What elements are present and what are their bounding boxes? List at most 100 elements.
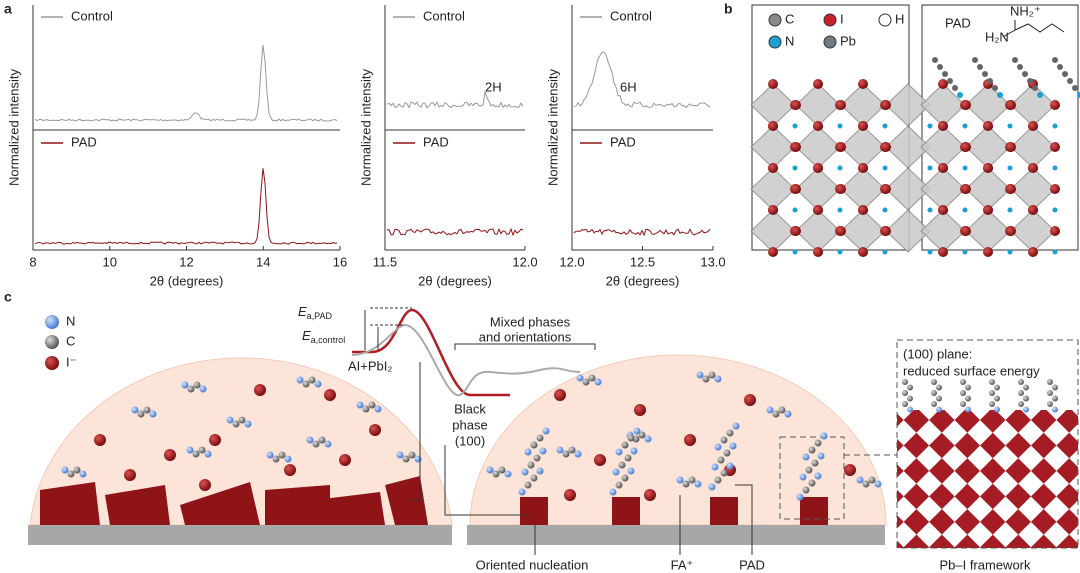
iodine bbox=[791, 142, 801, 152]
iodide bbox=[254, 384, 266, 396]
iodine bbox=[1006, 100, 1016, 110]
fa-atom bbox=[682, 480, 690, 488]
fa-atom bbox=[723, 449, 731, 457]
chain-atom bbox=[1077, 92, 1080, 98]
fa-atom bbox=[536, 467, 544, 475]
chain-atom bbox=[1032, 85, 1038, 91]
pad-atom bbox=[960, 379, 966, 385]
fa-atom bbox=[356, 401, 364, 409]
fa-atom bbox=[814, 472, 822, 480]
chain-atom bbox=[1052, 57, 1058, 63]
chain-atom bbox=[982, 71, 988, 77]
fa-atom bbox=[778, 406, 786, 414]
pad-atom bbox=[960, 390, 966, 396]
fa-atom bbox=[808, 479, 816, 487]
fa-atom bbox=[266, 451, 274, 459]
legend-label: I bbox=[840, 11, 844, 26]
legend-atom bbox=[45, 356, 59, 370]
cation bbox=[1052, 165, 1058, 171]
legend-atom bbox=[45, 315, 59, 329]
fa-atom bbox=[814, 439, 822, 447]
fa-atom bbox=[192, 450, 200, 458]
fa-atom bbox=[362, 405, 370, 413]
iodine bbox=[881, 184, 891, 194]
annotation: and orientations bbox=[479, 329, 572, 344]
iodine bbox=[961, 100, 971, 110]
chain-atom bbox=[1062, 71, 1068, 77]
cation bbox=[1007, 207, 1013, 213]
fa-atom bbox=[302, 380, 310, 388]
iodine bbox=[938, 79, 948, 89]
trace bbox=[34, 168, 338, 245]
x-axis-label: 2θ (degrees) bbox=[150, 273, 224, 288]
fa-atom bbox=[717, 456, 725, 464]
fa-atom bbox=[708, 371, 716, 379]
fa-atom bbox=[772, 410, 780, 418]
chain-atom bbox=[987, 78, 993, 84]
iodine bbox=[768, 121, 778, 131]
chain-atom bbox=[947, 78, 953, 84]
cation bbox=[792, 249, 798, 255]
fa-atom bbox=[615, 448, 623, 456]
iodine bbox=[1028, 247, 1038, 257]
fa-atom bbox=[296, 376, 304, 384]
iodine bbox=[938, 205, 948, 215]
fa-atom bbox=[576, 374, 584, 382]
pad-atom bbox=[1047, 401, 1053, 407]
fa-atom bbox=[811, 459, 819, 467]
iodine bbox=[1028, 163, 1038, 173]
fa-atom bbox=[630, 447, 638, 455]
fa-atom bbox=[702, 375, 710, 383]
annotation: Black bbox=[454, 401, 486, 416]
cation bbox=[1052, 123, 1058, 129]
chem-label: H₂N bbox=[985, 29, 1009, 44]
iodide bbox=[644, 489, 656, 501]
pad-atom bbox=[1052, 384, 1058, 391]
pad-atom bbox=[965, 406, 971, 413]
iodine bbox=[961, 142, 971, 152]
chain-atom bbox=[1022, 71, 1028, 77]
cation bbox=[882, 165, 888, 171]
fa-atom bbox=[284, 455, 292, 463]
iodide bbox=[744, 394, 756, 406]
pad-atom bbox=[936, 384, 942, 391]
legend-label: PAD bbox=[71, 134, 97, 149]
trace bbox=[573, 228, 711, 237]
legend-label: N bbox=[785, 33, 794, 48]
pad-atom bbox=[1047, 379, 1053, 385]
fa-atom bbox=[198, 446, 206, 454]
molecule bbox=[1002, 20, 1065, 38]
fa-atom bbox=[149, 410, 157, 418]
legend-label: Control bbox=[71, 8, 113, 23]
fa-atom bbox=[187, 385, 195, 393]
fa-atom bbox=[612, 468, 620, 476]
chain-atom bbox=[1012, 57, 1018, 63]
pad-atom bbox=[1018, 379, 1024, 385]
chain-atom bbox=[942, 71, 948, 77]
fa-atom bbox=[492, 470, 500, 478]
cation bbox=[882, 123, 888, 129]
leader bbox=[444, 445, 530, 516]
fa-atom bbox=[504, 470, 512, 478]
fa-atom bbox=[799, 473, 807, 481]
iodine bbox=[813, 121, 823, 131]
leader bbox=[735, 484, 753, 555]
iodine bbox=[983, 121, 993, 131]
pad-atom bbox=[936, 406, 942, 413]
fa-atom bbox=[524, 481, 532, 489]
pad-atom bbox=[994, 384, 1000, 391]
annotation: Pb–I framework bbox=[939, 557, 1031, 572]
chain-atom bbox=[1027, 78, 1033, 84]
iodide bbox=[684, 434, 696, 446]
fa-atom bbox=[238, 416, 246, 424]
fa-atom bbox=[574, 450, 582, 458]
iodine bbox=[836, 184, 846, 194]
fa-atom bbox=[518, 488, 526, 496]
fa-atom bbox=[726, 429, 734, 437]
zoom-box bbox=[896, 339, 1079, 549]
fa-atom bbox=[181, 381, 189, 389]
fa-atom bbox=[820, 432, 828, 440]
pad-atom bbox=[902, 379, 908, 385]
chain-atom bbox=[932, 57, 938, 63]
fa-atom bbox=[67, 470, 75, 478]
